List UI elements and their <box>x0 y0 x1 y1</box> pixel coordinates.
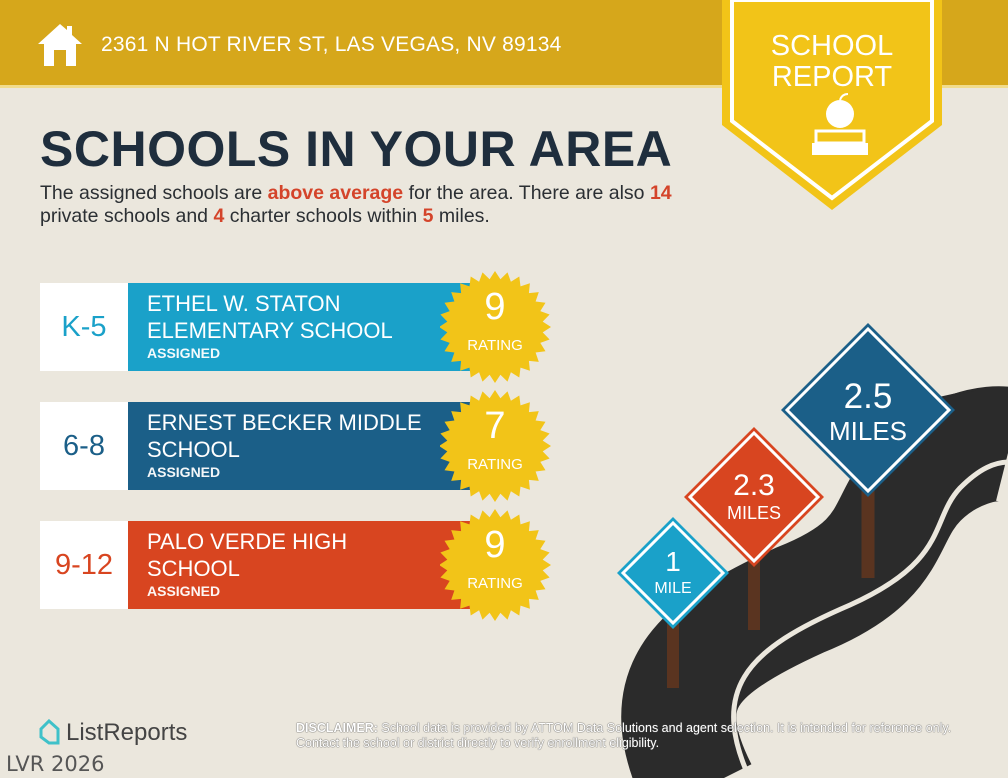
road-illustration: 1 MILE 2.3 MILES 2.5 MILES <box>617 323 1008 778</box>
intro-text: The assigned schools are above average f… <box>40 182 672 227</box>
sign-value: 2.5 <box>844 377 893 416</box>
grade-range: K-5 <box>40 283 128 371</box>
sign-value: 1 <box>665 546 681 577</box>
distance-sign: 2.5 MILES <box>781 323 955 578</box>
distance-sign: 1 MILE <box>617 517 729 688</box>
school-row: 9-12 PALO VERDE HIGH SCHOOL ASSIGNED 9 R… <box>40 509 551 621</box>
grade-range: 6-8 <box>40 402 128 490</box>
house-icon <box>38 24 82 66</box>
school-bar: ETHEL W. STATON ELEMENTARY SCHOOL ASSIGN… <box>128 283 473 371</box>
school-status: ASSIGNED <box>147 583 221 599</box>
rating-label: RATING <box>467 456 523 473</box>
rating-value: 9 <box>484 286 506 328</box>
page-title: SCHOOLS IN YOUR AREA <box>40 121 673 177</box>
rating-seal-icon <box>440 390 551 502</box>
school-name: ERNEST BECKER MIDDLE SCHOOL <box>147 410 422 462</box>
brand-name: ListReports <box>66 719 188 746</box>
disclaimer: DISCLAIMER: School data is provided by A… <box>296 721 952 750</box>
rating-seal-icon <box>440 509 551 621</box>
sign-unit: MILE <box>654 580 691 597</box>
school-bar: ERNEST BECKER MIDDLE SCHOOL ASSIGNED <box>128 402 473 490</box>
listreports-logo-icon <box>39 719 60 745</box>
sign-unit: MILES <box>727 503 781 523</box>
rating-value: 7 <box>484 405 506 447</box>
sign-value: 2.3 <box>733 469 775 502</box>
grade-range: 9-12 <box>40 521 128 609</box>
rating-seal-icon <box>440 271 551 383</box>
property-address: 2361 N HOT RIVER ST, LAS VEGAS, NV 89134 <box>101 33 562 56</box>
listreports-logo: ListReports <box>38 719 187 747</box>
sign-unit: MILES <box>829 416 907 446</box>
school-row: 6-8 ERNEST BECKER MIDDLE SCHOOL ASSIGNED… <box>40 390 551 502</box>
school-bar: PALO VERDE HIGH SCHOOL ASSIGNED <box>128 521 473 609</box>
badge-line1: SCHOOL <box>770 30 894 62</box>
school-row: K-5 ETHEL W. STATON ELEMENTARY SCHOOL AS… <box>40 271 551 383</box>
school-report-badge <box>722 0 942 210</box>
school-name: ETHEL W. STATON ELEMENTARY SCHOOL <box>147 291 393 343</box>
school-name: PALO VERDE HIGH SCHOOL <box>147 529 348 581</box>
rating-value: 9 <box>484 524 506 566</box>
distance-sign: 2.3 MILES <box>684 427 824 630</box>
school-status: ASSIGNED <box>147 464 221 480</box>
apple-on-books-icon <box>812 93 868 155</box>
school-status: ASSIGNED <box>147 345 221 361</box>
rating-label: RATING <box>467 337 523 354</box>
badge-line2: REPORT <box>771 61 893 93</box>
rating-label: RATING <box>467 575 523 592</box>
watermark: LVR 2026 <box>6 752 105 776</box>
